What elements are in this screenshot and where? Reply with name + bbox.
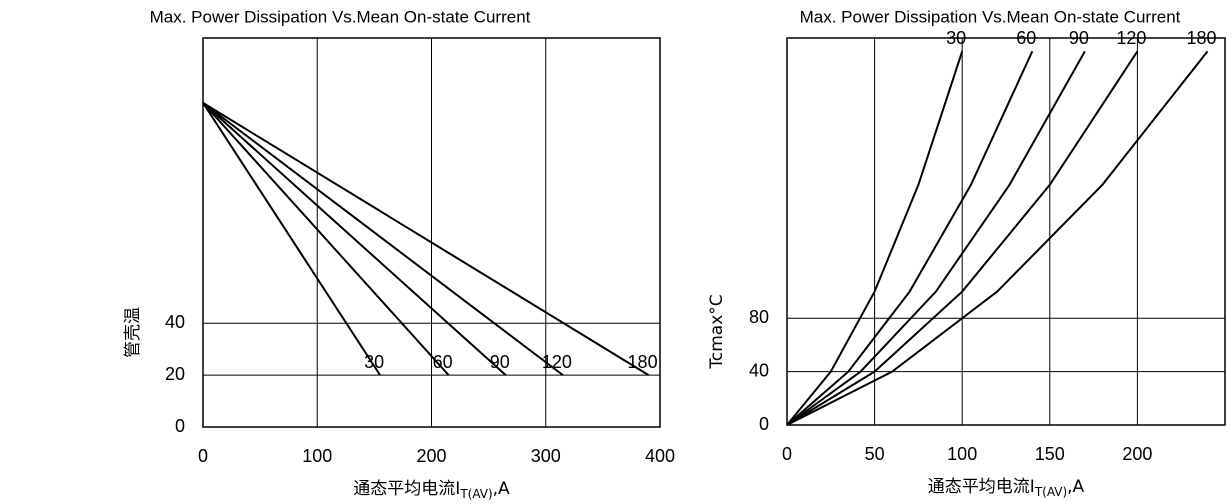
x-tick-label: 50 <box>865 444 885 464</box>
series-label: 60 <box>433 352 453 372</box>
x-tick-label: 100 <box>947 444 977 464</box>
series-line <box>786 50 1139 426</box>
series-line <box>786 51 964 426</box>
series-label: 120 <box>1116 28 1146 48</box>
x-tick-label: 200 <box>1122 444 1152 464</box>
y-tick-label: 20 <box>165 364 185 384</box>
x-axis-label-unit: ,A <box>1067 477 1084 497</box>
x-tick-label: 200 <box>416 446 446 466</box>
series-label: 30 <box>946 28 966 48</box>
plot-area <box>786 37 1226 426</box>
series-label: 90 <box>490 352 510 372</box>
series-line <box>786 50 1034 426</box>
y-tick-label: 0 <box>759 414 769 434</box>
y-axis-label: 管壳温 <box>123 307 143 358</box>
y-tick-label: 40 <box>165 312 185 332</box>
x-tick-label: 0 <box>198 446 208 466</box>
series-line <box>786 50 1086 426</box>
x-tick-label: 100 <box>302 446 332 466</box>
series-label: 180 <box>628 352 658 372</box>
x-axis-label-main: 通态平均电流I <box>353 479 460 499</box>
y-tick-label: 80 <box>749 307 769 327</box>
y-axis-label: Tcmax°C <box>707 294 727 369</box>
x-tick-label: 150 <box>1035 444 1065 464</box>
series-label: 30 <box>364 352 384 372</box>
y-tick-label: 0 <box>175 416 185 436</box>
chart-title: Max. Power Dissipation Vs.Mean On-state … <box>150 7 531 26</box>
series-line <box>786 50 1209 426</box>
series-label: 180 <box>1186 28 1216 48</box>
series-line <box>202 102 381 376</box>
series-line <box>202 102 507 376</box>
series-line <box>202 102 564 376</box>
x-axis-label-sub: T(AV) <box>459 487 492 501</box>
x-tick-label: 400 <box>645 446 675 466</box>
series-label: 60 <box>1016 28 1036 48</box>
x-tick-label: 0 <box>782 444 792 464</box>
y-tick-label: 40 <box>749 360 769 380</box>
series-label: 120 <box>542 352 572 372</box>
x-axis-label-sub: T(AV) <box>1034 485 1067 499</box>
series-label: 90 <box>1069 28 1089 48</box>
series-line <box>202 102 450 376</box>
series-line <box>202 101 650 376</box>
x-axis-label: 通态平均电流IT(AV),A <box>353 479 510 501</box>
x-tick-label: 300 <box>531 446 561 466</box>
x-axis-label-unit: ,A <box>493 479 510 499</box>
chart-title: Max. Power Dissipation Vs.Mean On-state … <box>800 7 1181 26</box>
x-axis-label: 通态平均电流IT(AV),A <box>928 477 1085 499</box>
x-axis-label-main: 通态平均电流I <box>928 477 1035 497</box>
